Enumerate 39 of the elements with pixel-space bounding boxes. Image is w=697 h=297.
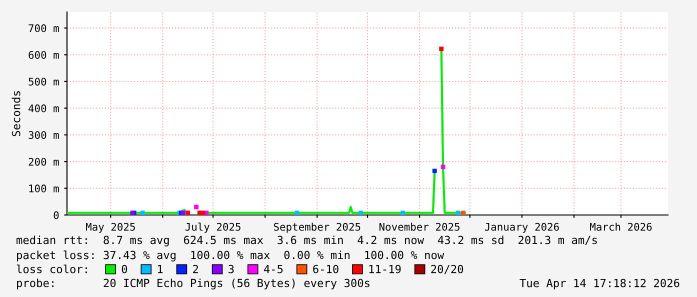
legend-label: 0 [122,264,128,274]
y-tick-label: 0 [54,211,59,220]
y-tick-label: 600 m [28,50,59,59]
text: median rtt: 8.7 ms avg 624.5 ms max 3.6 ms min 4.2 ms now 43.2 ms sd 201.3 m am/s [16,236,597,246]
x-tick-label: March 2026 [590,222,652,231]
y-axis-title: Seconds [12,91,20,136]
point [460,210,466,215]
legend-title: loss color: [16,264,87,274]
point [294,210,300,215]
point [439,46,444,52]
point [432,168,437,174]
x-tick-label: November 2025 [379,222,460,231]
point [400,210,405,215]
y-tick-label: 100 m [29,184,59,192]
legend-label: 4-5 [264,264,283,274]
x-tick-label: September 2025 [274,222,360,233]
y-tick-label: 400 m [28,104,59,112]
legend-label: 6-10 [313,264,338,274]
legend-label: 3 [228,264,234,274]
point [140,210,145,215]
x-tick-label: July 2025 [185,222,240,233]
legend-label: 20/20 [431,264,464,274]
y-tick-label: 300 m [28,131,59,139]
point [194,204,198,210]
point [358,210,363,215]
text: packet loss: 37.43 % avg 100.00 % max 0.00 % min 100.00 % now [17,250,444,262]
y-tick-label: 200 m [28,158,59,166]
x-tick-label: January 2026 [484,222,559,233]
text: probe: 20 ICMP Echo Pings (56 Bytes) every 300s [17,278,370,290]
point [440,164,446,170]
x-tick-label: May 2025 [86,222,135,233]
text: Tue Apr 14 17:18:12 2026 [520,278,680,290]
y-tick-label: 500 m [28,78,59,86]
legend-label: 2 [193,264,198,274]
y-tick-label: 700 m [28,24,59,32]
point [456,210,460,215]
legend-label: 11-19 [369,264,401,274]
legend-label: 1 [158,264,163,274]
point [200,210,206,215]
